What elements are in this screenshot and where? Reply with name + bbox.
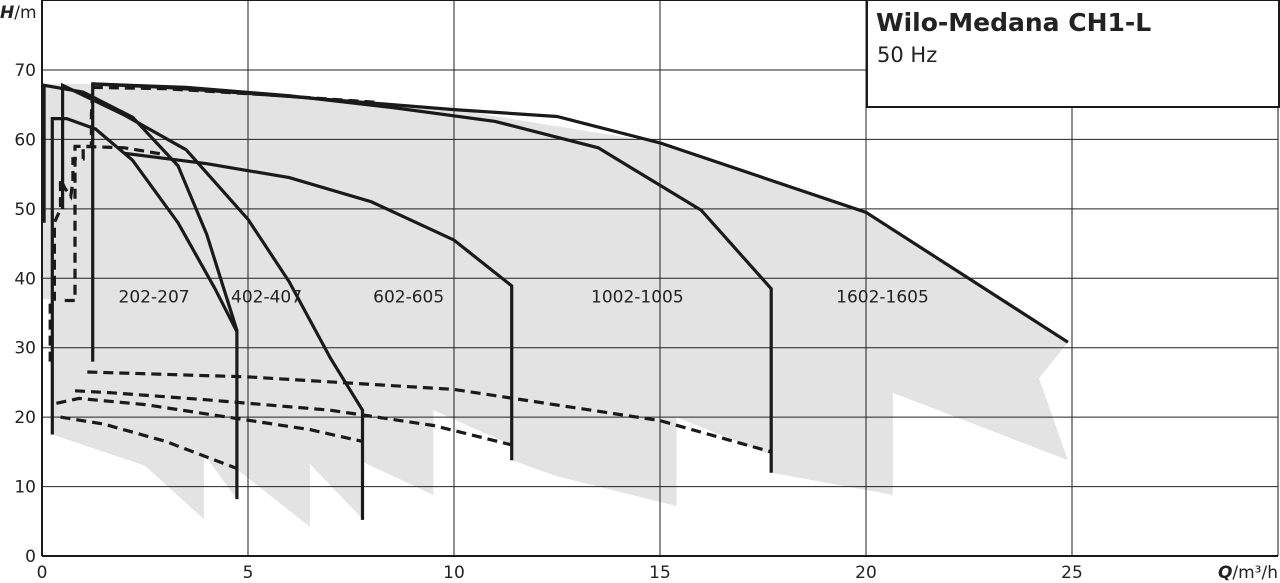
- pump-group-label: 402-407: [231, 287, 302, 307]
- pump-group-label: 202-207: [119, 287, 190, 307]
- title-box: Wilo-Medana CH1-L 50 Hz: [866, 0, 1280, 108]
- x-tick-label: 15: [649, 563, 671, 583]
- y-tick-label: 10: [14, 478, 36, 498]
- title-box-frame: [866, 0, 1280, 108]
- x-tick-label: 20: [855, 563, 877, 583]
- y-tick-label: 50: [14, 200, 36, 220]
- y-axis-title: H/m: [0, 3, 37, 23]
- y-tick-label: 70: [14, 61, 36, 81]
- x-axis-title: Q/m³/h: [1218, 563, 1278, 583]
- y-tick-label: 20: [14, 408, 36, 428]
- solid-curve-6: [92, 82, 773, 473]
- dashed-curve-10: [74, 389, 513, 447]
- x-tick-label: 5: [243, 563, 254, 583]
- y-tick-label: 0: [25, 547, 36, 567]
- solid-curve-3: [60, 82, 365, 520]
- tick-label-layer: 0 5 10 15 20 25 0 10 20 30 40 50 60 70: [14, 61, 1082, 583]
- y-axis-label: H: [0, 3, 14, 23]
- dashed-curve-11: [56, 396, 363, 443]
- dashed-curve-9: [87, 370, 772, 454]
- pump-group-label: 602-605: [373, 287, 444, 307]
- x-axis-label: Q: [1218, 563, 1232, 583]
- pump-group-label: 1602-1605: [836, 287, 929, 307]
- x-tick-label: 25: [1061, 563, 1083, 583]
- group-label-layer: 202-207 402-407 602-605 1002-1005 1602-1605: [119, 287, 929, 307]
- x-axis-unit: /m³/h: [1232, 563, 1278, 583]
- x-tick-label: 10: [443, 563, 465, 583]
- dashed-curve-8: [64, 85, 380, 303]
- pump-group-label: 1002-1005: [591, 287, 684, 307]
- chart-subtitle: 50 Hz: [877, 43, 937, 67]
- series-layer: [42, 82, 1069, 520]
- y-axis-unit: /m: [14, 3, 36, 23]
- x-tick-label: 0: [37, 563, 48, 583]
- y-tick-label: 30: [14, 339, 36, 359]
- chart-title: Wilo-Medana CH1-L: [876, 8, 1151, 37]
- solid-curve-2: [50, 116, 239, 435]
- solid-curve-5: [124, 151, 514, 461]
- dashed-curve-12: [60, 415, 238, 470]
- y-tick-label: 40: [14, 269, 36, 289]
- solid-curve-1: [42, 83, 239, 500]
- y-tick-label: 60: [14, 130, 36, 150]
